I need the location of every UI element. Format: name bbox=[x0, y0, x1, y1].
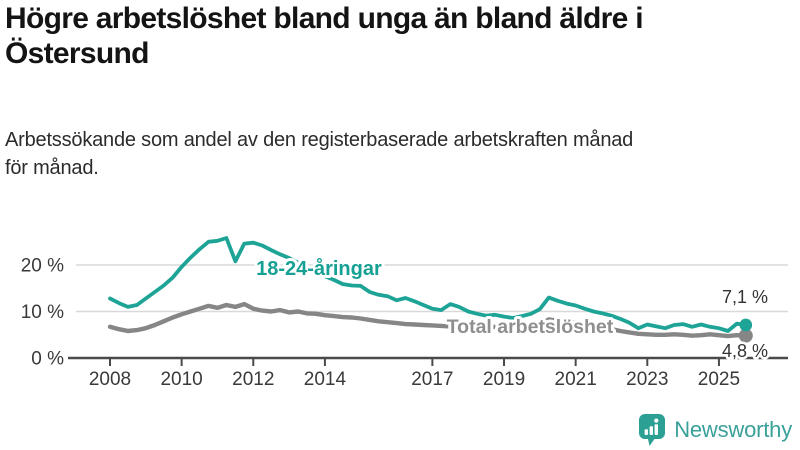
end-dot-youth bbox=[739, 318, 753, 332]
series-line-total bbox=[107, 301, 748, 339]
x-tick-label-2023: 2023 bbox=[626, 369, 668, 390]
y-tick-label-0: 0 % bbox=[31, 349, 64, 370]
chart-subtitle-line2: för månad. bbox=[5, 157, 99, 179]
y-tick-label-20: 20 % bbox=[21, 256, 64, 277]
chart-title-line2: Östersund bbox=[5, 37, 149, 70]
newsworthy-logo[interactable]: Newsworthy bbox=[638, 413, 792, 447]
x-tick-label-2019: 2019 bbox=[483, 369, 525, 390]
x-tick-label-2014: 2014 bbox=[304, 369, 347, 390]
end-value-label-youth: 7,1 % bbox=[722, 287, 768, 307]
series-label-total: Total arbetslöshet bbox=[447, 316, 614, 338]
chart-subtitle-line1: Arbetssökande som andel av den registerb… bbox=[5, 129, 634, 151]
newsworthy-logo-icon bbox=[639, 414, 666, 446]
end-dot-total bbox=[738, 328, 753, 343]
x-tick-label-2025: 2025 bbox=[698, 369, 740, 390]
x-tick-label-2008: 2008 bbox=[89, 369, 131, 390]
chart-title: Högre arbetslöshet bland unga än bland ä… bbox=[5, 1, 800, 71]
x-tick-label-2012: 2012 bbox=[232, 369, 274, 390]
end-value-label-total: 4,8 % bbox=[722, 341, 768, 361]
series-label-youth: 18-24-åringar bbox=[256, 257, 382, 280]
newsworthy-logo-text: Newsworthy bbox=[674, 417, 792, 442]
x-tick-label-2017: 2017 bbox=[411, 369, 453, 390]
chart-title-line1: Högre arbetslöshet bland unga än bland ä… bbox=[5, 2, 644, 35]
x-tick-label-2021: 2021 bbox=[555, 369, 597, 390]
chart-subtitle: Arbetssökande som andel av den registerb… bbox=[5, 126, 795, 182]
y-tick-label-10: 10 % bbox=[21, 302, 64, 323]
x-tick-label-2010: 2010 bbox=[160, 369, 202, 390]
series-line-youth bbox=[108, 236, 748, 333]
